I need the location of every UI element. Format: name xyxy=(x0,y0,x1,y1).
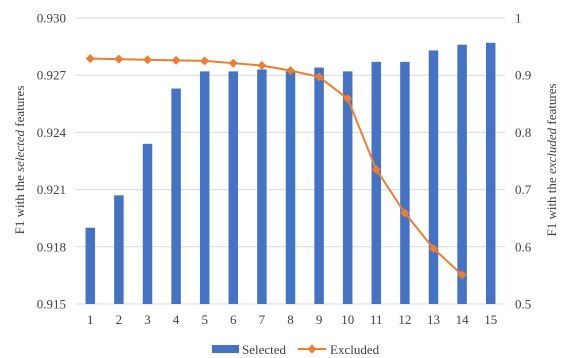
x-tick-label: 15 xyxy=(484,312,497,327)
x-axis-ticks: 1 2 3 4 5 6 7 8 9 10 11 12 13 14 15 xyxy=(87,312,497,327)
bar xyxy=(314,67,324,304)
legend-excluded-marker xyxy=(307,344,317,354)
right-tick-label: 0.7 xyxy=(515,182,532,197)
left-tick-label: 0.927 xyxy=(37,68,67,83)
bar xyxy=(371,61,382,304)
x-tick-label: 3 xyxy=(144,312,151,327)
right-axis-ticks: 0.5 0.6 0.7 0.8 0.9 1 xyxy=(515,11,532,312)
excluded-marker xyxy=(429,244,438,254)
bar xyxy=(457,44,467,305)
excluded-marker xyxy=(228,58,238,68)
right-tick-label: 1 xyxy=(515,11,522,26)
bar xyxy=(400,61,410,304)
bar xyxy=(142,143,153,304)
x-tick-label: 7 xyxy=(259,312,266,327)
legend-selected-label: Selected xyxy=(242,342,287,357)
axis-title-part: selected xyxy=(12,130,27,172)
excluded-marker xyxy=(371,165,381,175)
x-tick-label: 2 xyxy=(116,312,123,327)
excluded-marker xyxy=(171,55,181,65)
right-axis-title: F1 with the excluded features xyxy=(544,83,559,236)
excluded-marker xyxy=(85,54,95,64)
x-tick-label: 10 xyxy=(341,312,354,327)
x-tick-label: 11 xyxy=(370,312,383,327)
right-tick-label: 0.6 xyxy=(515,239,532,254)
left-axis-ticks: 0.915 0.918 0.921 0.924 0.927 0.930 xyxy=(37,11,67,312)
x-tick-label: 6 xyxy=(230,312,237,327)
left-tick-label: 0.924 xyxy=(37,125,67,140)
excluded-marker xyxy=(200,56,210,66)
x-tick-label: 13 xyxy=(427,312,440,327)
axis-title-part: excluded xyxy=(544,127,559,174)
excluded-marker xyxy=(286,66,295,76)
x-tick-label: 1 xyxy=(87,312,94,327)
excluded-marker xyxy=(143,55,152,65)
left-tick-label: 0.915 xyxy=(37,297,66,312)
legend-selected-swatch xyxy=(212,345,239,353)
excluded-marker xyxy=(457,270,467,280)
left-tick-label: 0.930 xyxy=(37,11,66,26)
bar xyxy=(342,71,353,305)
left-tick-label: 0.918 xyxy=(37,239,66,254)
x-tick-label: 12 xyxy=(398,312,411,327)
legend: Selected Excluded xyxy=(212,342,380,357)
bar xyxy=(257,69,267,304)
excluded-marker xyxy=(400,208,410,218)
line-series-excluded xyxy=(85,54,467,280)
excluded-marker xyxy=(314,72,324,82)
bar xyxy=(199,71,210,305)
left-tick-label: 0.921 xyxy=(37,182,66,197)
bar xyxy=(285,71,296,305)
x-tick-label: 5 xyxy=(201,312,208,327)
bar xyxy=(485,42,496,304)
right-tick-label: 0.8 xyxy=(515,125,531,140)
excluded-marker xyxy=(257,60,267,70)
x-tick-label: 9 xyxy=(316,312,323,327)
excluded-marker xyxy=(343,94,353,104)
bar xyxy=(114,195,124,304)
axis-title-part: features xyxy=(12,86,27,130)
excluded-line xyxy=(90,57,463,276)
bar-series-selected xyxy=(85,42,496,305)
bar xyxy=(428,50,439,305)
axis-title-part: features xyxy=(544,83,559,127)
x-tick-label: 4 xyxy=(173,312,180,327)
bar xyxy=(228,71,239,305)
left-axis-title: F1 with the selected features xyxy=(12,86,27,235)
excluded-marker xyxy=(114,54,124,64)
x-tick-label: 8 xyxy=(287,312,294,327)
legend-excluded-label: Excluded xyxy=(330,342,380,357)
right-tick-label: 0.5 xyxy=(515,297,531,312)
bar xyxy=(171,88,181,305)
bar xyxy=(85,227,96,304)
x-tick-label: 14 xyxy=(456,312,470,327)
axis-title-part: F1 with the xyxy=(12,172,27,234)
right-tick-label: 0.9 xyxy=(515,68,531,83)
axis-title-part: F1 with the xyxy=(544,174,559,236)
